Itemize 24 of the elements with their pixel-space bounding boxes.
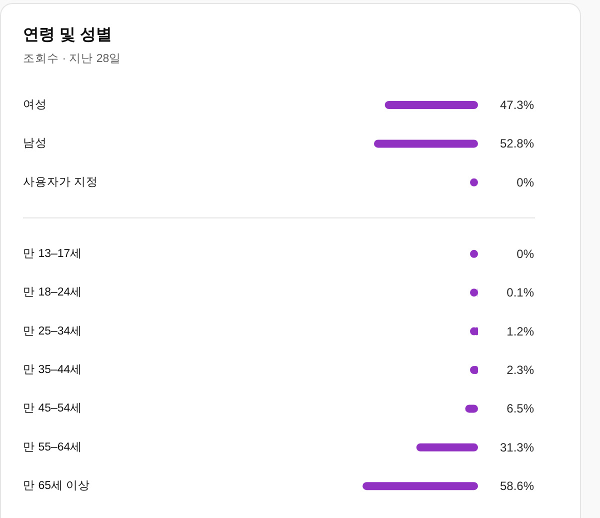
data-label: 0%	[516, 175, 534, 190]
y-tick-label: 만 13–17세	[23, 248, 82, 260]
y-tick-label: 만 35–44세	[23, 364, 82, 376]
data-label: 52.8%	[500, 136, 534, 151]
data-label: 0.1%	[506, 286, 534, 300]
y-tick-label: 여성	[23, 99, 47, 111]
text: 조회수 · 지난 28일	[23, 53, 122, 65]
data-label: 2.3%	[506, 363, 534, 377]
data-label: 47.3%	[500, 98, 534, 112]
y-tick-label: 남성	[23, 138, 47, 150]
data-label: 0%	[516, 246, 534, 261]
y-tick-label: 만 18–24세	[23, 286, 82, 299]
data-label: 1.2%	[506, 324, 534, 338]
data-label: 58.6%	[500, 479, 534, 494]
data-label: 6.5%	[506, 402, 534, 416]
y-tick-label: 사용자가 지정	[23, 176, 98, 188]
bar	[362, 482, 478, 490]
y-tick-label: 만 65세 이상	[23, 480, 90, 492]
y-tick-label: 만 45–54세	[23, 402, 82, 415]
text: 연령 및 성별	[23, 26, 112, 44]
y-tick-label: 만 25–34세	[23, 325, 82, 338]
y-tick-label: 만 55–64세	[23, 441, 82, 454]
bar	[416, 443, 478, 452]
data-label: 31.3%	[500, 440, 534, 454]
